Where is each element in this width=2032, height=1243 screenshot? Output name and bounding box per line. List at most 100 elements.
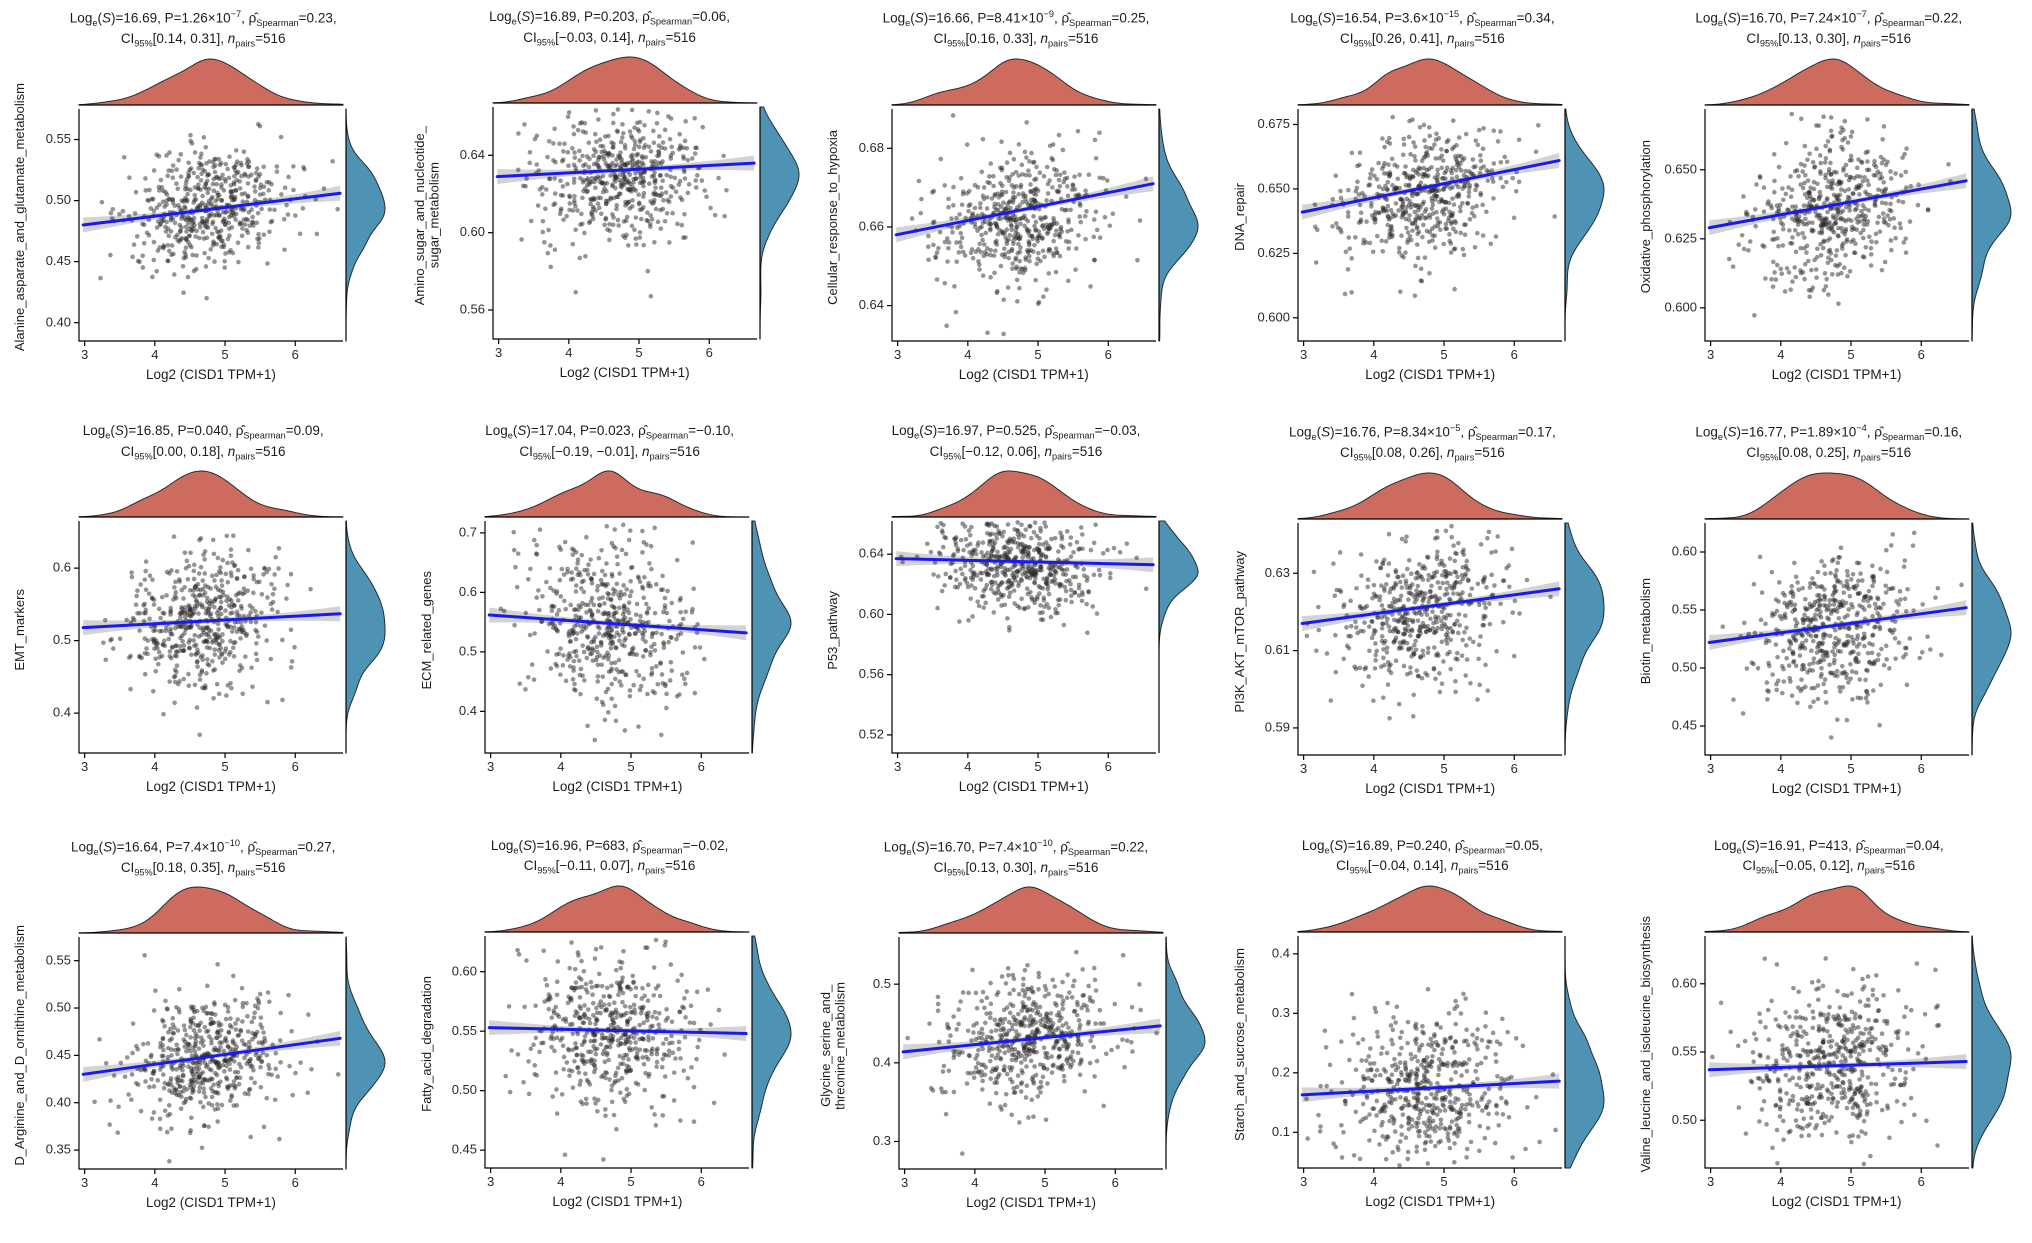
stats-line-2: CI95%[−0.11, 0.07], npairs=516 xyxy=(523,858,696,876)
stats-line-2: CI95%[0.26, 0.41], npairs=516 xyxy=(1340,31,1505,49)
correlation-panel: Loge(S)=16.54, P=3.6×10−15, ρ̂Spearman=0… xyxy=(1219,0,1625,414)
correlation-panel: Loge(S)=16.64, P=7.4×10−10, ρ̂Spearman=0… xyxy=(0,829,406,1243)
y-axis-label: D_Arginine_and_D_ornithine_metabolism xyxy=(12,925,28,1167)
stats-line-1: Loge(S)=16.89, P=0.240, ρ̂Spearman=0.05, xyxy=(1301,837,1543,856)
stats-line-1: Loge(S)=16.70, P=7.24×10−7, ρ̂Spearman=0… xyxy=(1695,9,1963,29)
panel-stats-title: Loge(S)=16.77, P=1.89×10−4, ρ̂Spearman=0… xyxy=(1695,422,1962,465)
x-axis-label: Log2 (CISD1 TPM+1) xyxy=(966,1195,1096,1211)
stats-line-2: CI95%[0.14, 0.31], npairs=516 xyxy=(120,31,286,49)
scatter-plot-canvas xyxy=(435,879,800,1198)
plot-area: Log2 (CISD1 TPM+1) xyxy=(841,52,1206,382)
correlation-panel: Loge(S)=16.97, P=0.525, ρ̂Spearman=−0.03… xyxy=(813,414,1219,828)
stats-line-1: Loge(S)=16.64, P=7.4×10−10, ρ̂Spearman=0… xyxy=(71,837,336,857)
stats-line-1: Loge(S)=16.89, P=0.203, ρ̂Spearman=0.06, xyxy=(489,9,731,27)
plot-area: Log2 (CISD1 TPM+1) xyxy=(1654,52,2019,382)
panel-body: Amino_sugar_and_nucleotide_ sugar_metabo… xyxy=(412,51,807,380)
panel-body: Valine_leucine_and_isoleucine_biosynthes… xyxy=(1638,879,2019,1209)
stats-line-2: CI95%[0.18, 0.35], npairs=516 xyxy=(120,859,286,878)
correlation-panel: Loge(S)=16.70, P=7.4×10−10, ρ̂Spearman=0… xyxy=(813,829,1219,1243)
y-axis-label: Fatty_acid_degradation xyxy=(418,976,434,1113)
stats-line-2: CI95%[0.08, 0.25], npairs=516 xyxy=(1746,445,1912,464)
panel-body: Biotin_metabolism Log2 (CISD1 TPM+1) xyxy=(1638,466,2019,796)
x-axis-label: Log2 (CISD1 TPM+1) xyxy=(146,366,276,382)
scatter-plot-canvas xyxy=(28,52,393,371)
stats-line-2: CI95%[0.13, 0.30], npairs=516 xyxy=(1746,31,1912,49)
panel-stats-title: Loge(S)=16.76, P=8.34×10−5, ρ̂Spearman=0… xyxy=(1289,422,1556,465)
panel-stats-title: Loge(S)=16.85, P=0.040, ρ̂Spearman=0.09,… xyxy=(83,422,324,463)
plot-area: Log2 (CISD1 TPM+1) xyxy=(1248,52,1613,382)
scatter-plot-canvas xyxy=(1248,52,1613,371)
panel-body: Alanine_asparate_and_glutamate_metabolis… xyxy=(12,52,393,382)
y-axis-label: EMT_markers xyxy=(12,589,28,671)
scatter-plot-canvas xyxy=(841,52,1206,371)
plot-area: Log2 (CISD1 TPM+1) xyxy=(841,465,1206,795)
y-axis-label: Alanine_asparate_and_glutamate_metabolis… xyxy=(12,83,28,352)
stats-line-2: CI95%[0.13, 0.30], npairs=516 xyxy=(933,859,1099,878)
y-axis-label: P53_pathway xyxy=(825,590,841,670)
stats-line-2: CI95%[0.08, 0.26], npairs=516 xyxy=(1340,445,1505,464)
scatter-plot-canvas xyxy=(1654,52,2019,371)
panel-body: P53_pathway Log2 (CISD1 TPM+1) xyxy=(825,465,1206,795)
x-axis-label: Log2 (CISD1 TPM+1) xyxy=(146,1195,276,1211)
stats-line-2: CI95%[−0.12, 0.06], npairs=516 xyxy=(929,443,1103,462)
stats-line-1: Loge(S)=16.54, P=3.6×10−15, ρ̂Spearman=0… xyxy=(1290,9,1555,29)
plot-area: Log2 (CISD1 TPM+1) xyxy=(28,881,393,1211)
plot-area: Log2 (CISD1 TPM+1) xyxy=(1654,879,2019,1209)
scatter-plot-canvas xyxy=(1248,466,1613,785)
stats-line-2: CI95%[−0.19, −0.01], npairs=516 xyxy=(519,443,700,462)
x-axis-label: Log2 (CISD1 TPM+1) xyxy=(146,779,276,795)
plot-area: Log2 (CISD1 TPM+1) xyxy=(1248,466,1613,796)
panel-body: Oxidative_phosphorylation Log2 (CISD1 TP… xyxy=(1638,52,2019,382)
panel-stats-title: Loge(S)=17.04, P=0.023, ρ̂Spearman=−0.10… xyxy=(485,422,734,463)
plot-area: Log2 (CISD1 TPM+1) xyxy=(1654,466,2019,796)
correlation-panel: Loge(S)=16.66, P=8.41×10−9, ρ̂Spearman=0… xyxy=(813,0,1219,414)
stats-line-2: CI95%[0.00, 0.18], npairs=516 xyxy=(120,443,286,462)
correlation-panel: Loge(S)=16.96, P=683, ρ̂Spearman=−0.02, … xyxy=(406,829,812,1243)
y-axis-label: PI3K_AKT_mTOR_pathway xyxy=(1231,550,1247,713)
correlation-panel: Loge(S)=16.89, P=0.203, ρ̂Spearman=0.06,… xyxy=(406,0,812,414)
stats-line-1: Loge(S)=16.66, P=8.41×10−9, ρ̂Spearman=0… xyxy=(882,9,1150,29)
panel-stats-title: Loge(S)=16.70, P=7.24×10−7, ρ̂Spearman=0… xyxy=(1695,8,1962,51)
stats-line-1: Loge(S)=16.77, P=1.89×10−4, ρ̂Spearman=0… xyxy=(1695,423,1963,443)
stats-line-2: CI95%[0.16, 0.33], npairs=516 xyxy=(933,31,1099,49)
panel-stats-title: Loge(S)=16.70, P=7.4×10−10, ρ̂Spearman=0… xyxy=(884,837,1148,880)
y-axis-label: Starch_and_sucrose_metabolism xyxy=(1231,947,1247,1141)
stats-line-1: Loge(S)=16.70, P=7.4×10−10, ρ̂Spearman=0… xyxy=(883,837,1149,857)
scatter-plot-canvas xyxy=(1654,879,2019,1198)
scatter-plot-canvas xyxy=(28,881,393,1200)
x-axis-label: Log2 (CISD1 TPM+1) xyxy=(1771,780,1902,796)
x-axis-label: Log2 (CISD1 TPM+1) xyxy=(1365,1193,1496,1209)
scatter-plot-canvas xyxy=(849,881,1214,1200)
panel-stats-title: Loge(S)=16.97, P=0.525, ρ̂Spearman=−0.03… xyxy=(892,422,1141,463)
plot-area: Log2 (CISD1 TPM+1) xyxy=(442,51,807,380)
y-axis-label: Valine_leucine_and_isoleucine_biosynthes… xyxy=(1638,916,1654,1173)
y-axis-label: ECM_related_genes xyxy=(418,570,434,690)
x-axis-label: Log2 (CISD1 TPM+1) xyxy=(1365,780,1496,796)
panel-body: D_Arginine_and_D_ornithine_metabolism Lo… xyxy=(12,881,393,1211)
correlation-panel: Loge(S)=16.85, P=0.040, ρ̂Spearman=0.09,… xyxy=(0,414,406,828)
correlation-panel: Loge(S)=16.89, P=0.240, ρ̂Spearman=0.05,… xyxy=(1219,829,1625,1243)
scatter-plot-canvas xyxy=(1654,466,2019,785)
plot-area: Log2 (CISD1 TPM+1) xyxy=(1248,879,1613,1209)
panel-body: Starch_and_sucrose_metabolism Log2 (CISD… xyxy=(1231,879,1613,1209)
panel-stats-title: Loge(S)=16.89, P=0.203, ρ̂Spearman=0.06,… xyxy=(489,8,730,49)
stats-line-1: Loge(S)=16.76, P=8.34×10−5, ρ̂Spearman=0… xyxy=(1288,423,1556,443)
y-axis-label: Cellular_response_to_hypoxia xyxy=(825,129,841,305)
stats-line-2: CI95%[−0.04, 0.14], npairs=516 xyxy=(1336,858,1509,876)
x-axis-label: Log2 (CISD1 TPM+1) xyxy=(552,1193,683,1209)
plot-area: Log2 (CISD1 TPM+1) xyxy=(435,879,800,1209)
panel-body: DNA_repair Log2 (CISD1 TPM+1) xyxy=(1231,52,1613,382)
plot-area: Log2 (CISD1 TPM+1) xyxy=(435,465,800,795)
stats-line-1: Loge(S)=16.91, P=413, ρ̂Spearman=0.04, xyxy=(1713,837,1944,856)
x-axis-label: Log2 (CISD1 TPM+1) xyxy=(552,779,683,795)
panel-stats-title: Loge(S)=16.54, P=3.6×10−15, ρ̂Spearman=0… xyxy=(1290,8,1554,51)
x-axis-label: Log2 (CISD1 TPM+1) xyxy=(1771,1193,1902,1209)
panel-stats-title: Loge(S)=16.91, P=413, ρ̂Spearman=0.04, C… xyxy=(1714,837,1944,878)
y-axis-label: Glycine_serine_and_ threonine_metabolism xyxy=(817,981,848,1110)
panel-stats-title: Loge(S)=16.89, P=0.240, ρ̂Spearman=0.05,… xyxy=(1302,837,1543,878)
y-axis-label: DNA_repair xyxy=(1231,183,1247,252)
stats-line-1: Loge(S)=17.04, P=0.023, ρ̂Spearman=−0.10… xyxy=(485,423,734,442)
panel-body: Glycine_serine_and_ threonine_metabolism… xyxy=(817,881,1214,1211)
x-axis-label: Log2 (CISD1 TPM+1) xyxy=(958,779,1089,795)
correlation-panel: Loge(S)=16.91, P=413, ρ̂Spearman=0.04, C… xyxy=(1626,829,2032,1243)
